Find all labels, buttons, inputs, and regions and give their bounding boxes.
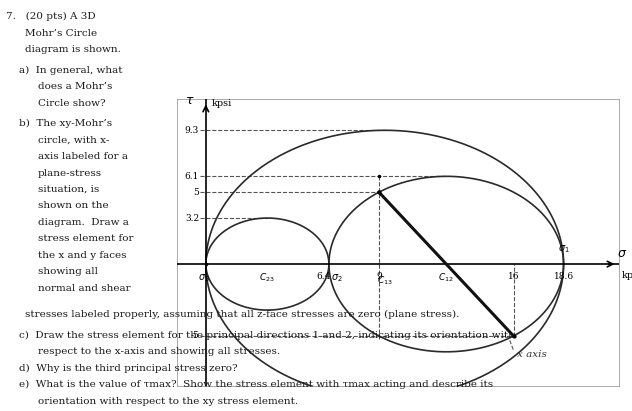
Text: 9: 9 bbox=[376, 272, 382, 281]
Text: 5: 5 bbox=[193, 188, 199, 196]
Text: Circle show?: Circle show? bbox=[38, 99, 106, 108]
Text: kpsi: kpsi bbox=[212, 99, 232, 108]
Text: $\sigma_2$: $\sigma_2$ bbox=[331, 272, 343, 284]
Text: 18.6: 18.6 bbox=[554, 272, 574, 281]
Text: $C_{13}$: $C_{13}$ bbox=[377, 274, 392, 286]
Text: 6.4: 6.4 bbox=[316, 272, 331, 281]
Text: kpsi: kpsi bbox=[621, 271, 632, 280]
Text: d)  Why is the third principal stress zero?: d) Why is the third principal stress zer… bbox=[19, 364, 238, 373]
Text: Mohr’s Circle: Mohr’s Circle bbox=[25, 29, 97, 38]
Text: -5: -5 bbox=[190, 332, 199, 340]
Text: stresses labeled properly, assuming that all z-face stresses are zero (plane str: stresses labeled properly, assuming that… bbox=[25, 310, 459, 319]
Text: 9.3: 9.3 bbox=[185, 126, 199, 135]
Text: $C_{12}$: $C_{12}$ bbox=[439, 272, 454, 284]
Text: 16: 16 bbox=[508, 272, 520, 281]
Text: $\sigma$: $\sigma$ bbox=[617, 247, 628, 260]
Text: e)  What is the value of τmax?  Show the stress element with τmax acting and des: e) What is the value of τmax? Show the s… bbox=[19, 380, 493, 389]
Text: a)  In general, what: a) In general, what bbox=[19, 66, 123, 75]
Text: orientation with respect to the xy stress element.: orientation with respect to the xy stres… bbox=[38, 397, 298, 406]
Text: 6.1: 6.1 bbox=[185, 172, 199, 181]
Text: 7.   (20 pts) A 3D: 7. (20 pts) A 3D bbox=[6, 12, 96, 21]
Text: axis labeled for a: axis labeled for a bbox=[38, 152, 128, 161]
Text: $\sigma_1$: $\sigma_1$ bbox=[557, 244, 569, 255]
Text: normal and shear: normal and shear bbox=[38, 284, 131, 293]
Text: respect to the x-axis and showing all stresses.: respect to the x-axis and showing all st… bbox=[38, 347, 280, 356]
Text: diagram.  Draw a: diagram. Draw a bbox=[38, 218, 129, 227]
Text: diagram is shown.: diagram is shown. bbox=[25, 45, 121, 54]
Text: the x and y faces: the x and y faces bbox=[38, 251, 126, 260]
Text: x axis: x axis bbox=[518, 350, 547, 359]
Text: shown on the: shown on the bbox=[38, 201, 109, 210]
Text: does a Mohr’s: does a Mohr’s bbox=[38, 82, 112, 91]
Text: c)  Draw the stress element for the principal directions 1 and 2, indicating its: c) Draw the stress element for the princ… bbox=[19, 331, 515, 340]
Text: $\tau$: $\tau$ bbox=[185, 94, 194, 106]
Text: $\sigma_3$: $\sigma_3$ bbox=[198, 272, 210, 284]
Text: showing all: showing all bbox=[38, 267, 98, 276]
Text: plane-stress: plane-stress bbox=[38, 169, 102, 178]
Text: circle, with x-: circle, with x- bbox=[38, 136, 109, 145]
Text: 3.2: 3.2 bbox=[185, 214, 199, 222]
Text: b)  The xy-Mohr’s: b) The xy-Mohr’s bbox=[19, 119, 112, 128]
Text: $C_{23}$: $C_{23}$ bbox=[260, 272, 276, 284]
Text: situation, is: situation, is bbox=[38, 185, 99, 194]
Text: stress element for: stress element for bbox=[38, 234, 133, 243]
